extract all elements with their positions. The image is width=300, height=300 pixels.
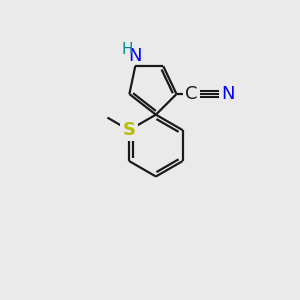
Text: C: C bbox=[185, 85, 197, 103]
Text: N: N bbox=[221, 85, 235, 103]
Text: S: S bbox=[123, 121, 136, 139]
Text: H: H bbox=[121, 42, 133, 57]
Text: N: N bbox=[128, 46, 142, 64]
